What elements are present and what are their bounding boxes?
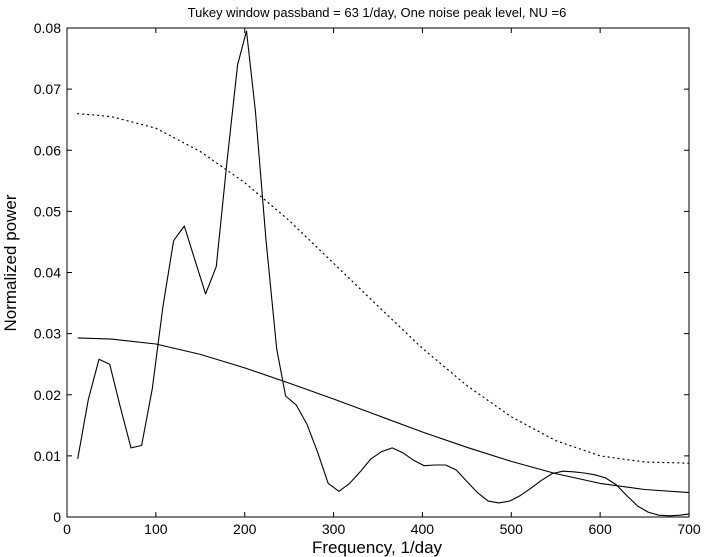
y-tick-label: 0.02 <box>34 387 61 403</box>
x-tick-label: 200 <box>233 521 257 537</box>
series-line-3-solid <box>77 337 690 494</box>
y-tick-label: 0 <box>53 509 61 525</box>
x-tick-label: 700 <box>677 521 701 537</box>
chart-title: Tukey window passband = 63 1/day, One no… <box>188 5 567 20</box>
plot-frame <box>66 27 690 518</box>
y-tick-label: 0.01 <box>34 448 61 464</box>
y-axis-title: Normalized power <box>1 194 20 331</box>
x-tick-label: 100 <box>144 521 168 537</box>
y-tick-label: 0.06 <box>34 142 61 158</box>
ticks-layer: 0 100 200 300 400 500 600 700 0 0.01 0.02 0.03 0.04 0… <box>34 20 701 537</box>
series-line-2-dotted <box>77 113 690 464</box>
x-tick-label: 0 <box>63 521 71 537</box>
x-tick-label: 500 <box>500 521 524 537</box>
series-line-1-solid <box>77 30 690 517</box>
y-tick-label: 0.05 <box>34 203 61 219</box>
series-layer <box>77 30 690 517</box>
x-tick-label: 300 <box>322 521 346 537</box>
y-tick-label: 0.08 <box>34 20 61 36</box>
x-tick-label: 600 <box>588 521 612 537</box>
x-axis-title: Frequency, 1/day <box>312 538 443 557</box>
y-tick-label: 0.03 <box>34 326 61 342</box>
x-tick-label: 400 <box>411 521 435 537</box>
y-tick-label: 0.04 <box>34 265 61 281</box>
y-tick-label: 0.07 <box>34 81 61 97</box>
